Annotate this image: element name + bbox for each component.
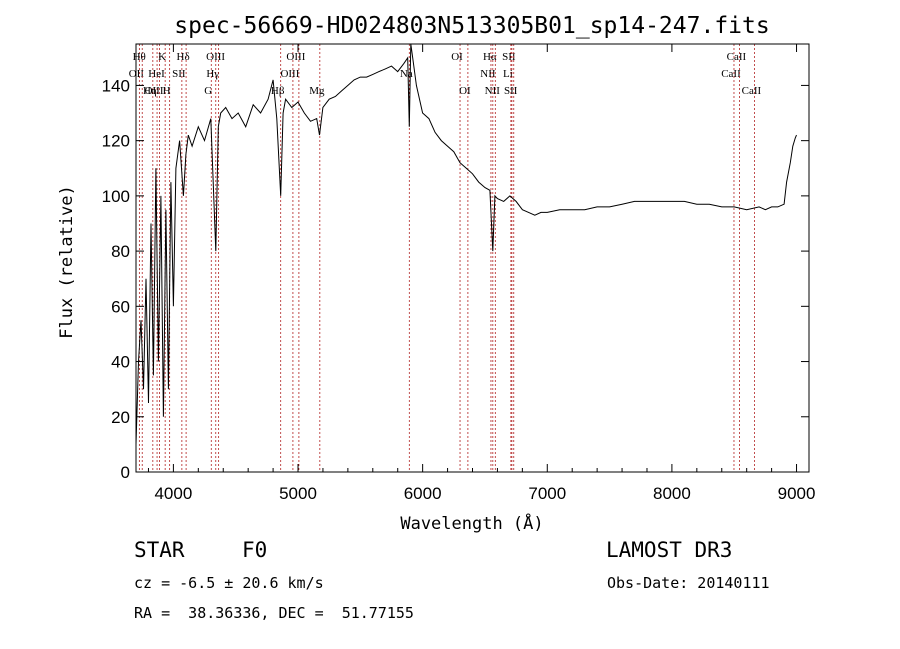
line-label: Hη: [143, 85, 157, 97]
axis-ticks: 4000 5000 6000 7000 8000 9000 0 20 40 60 80 100 120 1…: [102, 44, 816, 503]
redshift-cz: cz = -6.5 ± 20.6 km/s: [134, 574, 324, 592]
line-label: Hβ: [271, 85, 285, 97]
line-label: CaII: [727, 51, 747, 63]
line-label: OI: [451, 51, 463, 63]
line-label: Hγ: [206, 68, 219, 80]
line-label: Mg: [309, 85, 325, 97]
line-label: Hθ: [133, 51, 146, 63]
line-label: CaII: [721, 68, 741, 80]
line-label: OII: [129, 68, 145, 80]
line-label: CaII: [742, 85, 762, 97]
x-tick-label: 4000: [154, 484, 192, 503]
line-label: SII: [172, 68, 186, 80]
line-label: Na: [400, 68, 413, 80]
x-tick-label: 9000: [778, 484, 816, 503]
survey-name: LAMOST DR3: [606, 538, 733, 562]
y-tick-label: 60: [111, 297, 130, 316]
line-label: SII: [504, 85, 518, 97]
line-label: NII: [480, 68, 496, 80]
y-tick-label: 100: [102, 187, 130, 206]
spectrum-series: [135, 43, 797, 445]
line-label: H: [163, 85, 171, 97]
y-tick-label: 0: [121, 463, 130, 482]
line-label: G: [204, 85, 212, 97]
plot-frame: [135, 43, 810, 473]
line-label: Li: [503, 68, 513, 80]
y-tick-label: 80: [111, 242, 130, 261]
coordinates: RA = 38.36336, DEC = 51.77155: [134, 604, 414, 622]
emission-line-markers: OIIHθHηOIIIHeIKHSIIHδGHγOIIIHβOIIIOIIIMg…: [129, 44, 762, 472]
line-label: NII: [485, 85, 501, 97]
line-label: OIII: [145, 85, 164, 97]
x-tick-label: 8000: [653, 484, 691, 503]
line-label: OI: [459, 85, 471, 97]
line-label: OIII: [206, 51, 225, 63]
x-tick-label: 7000: [528, 484, 566, 503]
y-axis-label: Flux (relative): [57, 185, 77, 339]
x-tick-label: 5000: [279, 484, 317, 503]
line-label: Hδ: [177, 51, 190, 63]
line-label: SII: [502, 51, 516, 63]
subclass: F0: [242, 538, 268, 562]
y-tick-label: 140: [102, 76, 130, 95]
spectrum-line: [135, 43, 797, 445]
x-tick-label: 6000: [404, 484, 442, 503]
line-label: K: [158, 51, 166, 63]
y-tick-label: 120: [102, 132, 130, 151]
chart-title: spec-56669-HD024803N513305B01_sp14-247.f…: [174, 13, 769, 39]
line-label: OIII: [280, 68, 299, 80]
x-axis-label: Wavelength (Å): [400, 512, 543, 534]
line-label: Hα: [483, 51, 497, 63]
y-tick-label: 20: [111, 408, 130, 427]
y-tick-label: 40: [111, 353, 130, 372]
line-label: HeI: [148, 68, 165, 80]
object-class: STAR: [134, 538, 185, 562]
observation-date: Obs-Date: 20140111: [607, 574, 770, 592]
line-label: OIII: [286, 51, 305, 63]
